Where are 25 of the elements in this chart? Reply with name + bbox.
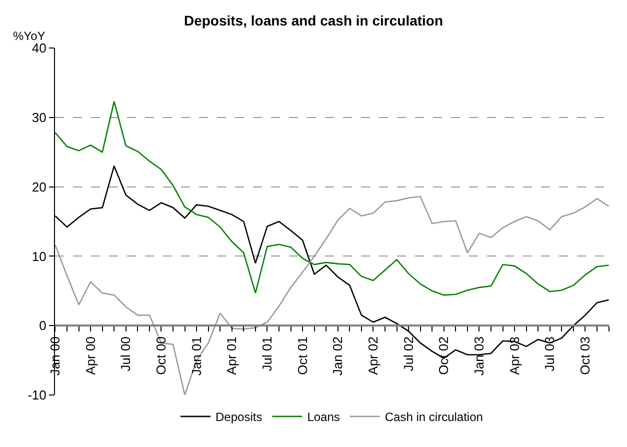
- legend-label: Cash in circulation: [384, 410, 483, 424]
- x-tick-label: Apr 03: [506, 336, 522, 375]
- x-tick-label: Oct 03: [577, 336, 592, 375]
- y-tick-label: 40: [32, 40, 46, 56]
- x-tick-label: Jan 01: [188, 336, 204, 376]
- x-tick-label: Oct 01: [294, 336, 310, 375]
- x-tick-label: Apr 01: [224, 336, 240, 375]
- x-tick-label: Jul 02: [400, 336, 416, 372]
- line-series: [55, 100, 609, 296]
- x-tick-label: Jul 00: [118, 336, 134, 372]
- y-tick-label: 10: [32, 248, 46, 264]
- chart-title: Deposits, loans and cash in circulation: [184, 12, 444, 28]
- y-tick-label: 0: [39, 318, 46, 334]
- x-tick-label: Jan 03: [471, 336, 486, 376]
- x-tick-label: Apr 00: [82, 336, 98, 375]
- x-tick-label: Jan 02: [330, 336, 346, 376]
- x-tick-label: Jul 01: [259, 336, 274, 372]
- x-tick-label: Apr 02: [365, 336, 380, 375]
- y-tick-label: -10: [28, 388, 46, 403]
- y-axis-title: %YoY: [13, 29, 46, 43]
- legend-label: Loans: [307, 410, 340, 424]
- x-tick-label: Oct 00: [153, 336, 168, 375]
- y-tick-label: 20: [32, 179, 46, 194]
- y-tick-label: 30: [32, 110, 46, 125]
- legend-label: Deposits: [216, 410, 262, 424]
